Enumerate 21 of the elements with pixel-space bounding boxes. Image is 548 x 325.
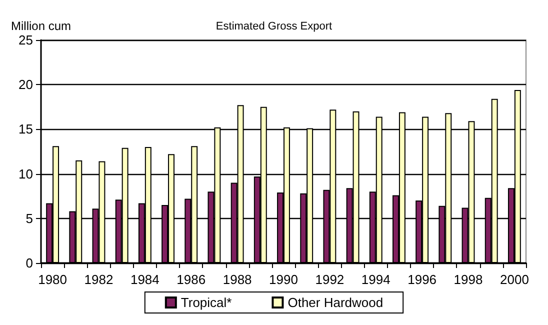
legend-label: Tropical* — [180, 295, 232, 310]
y-tick-label: 20 — [18, 77, 33, 92]
y-tick-label: 15 — [18, 122, 33, 137]
x-tick-label: 1994 — [361, 272, 390, 287]
x-tick-label: 1992 — [315, 272, 344, 287]
x-tick-label: 1998 — [454, 272, 483, 287]
x-tick-label: 1988 — [222, 272, 252, 287]
x-tick-label: 1982 — [84, 272, 114, 287]
y-tick-label: 0 — [26, 256, 33, 270]
legend-label: Other Hardwood — [288, 295, 384, 310]
x-tick-label: 1990 — [269, 272, 298, 287]
chart-title: Estimated Gross Export — [216, 20, 332, 32]
x-tick-label: 1980 — [38, 272, 68, 287]
x-tick-label: 2000 — [500, 272, 529, 287]
x-tick-label: 1986 — [176, 272, 206, 287]
x-tick-label: 1984 — [130, 272, 160, 287]
y-axis-title: Million cum — [11, 19, 72, 33]
y-tick-label: 10 — [18, 166, 33, 182]
x-tick-label: 1996 — [408, 272, 437, 287]
y-tick-label: 25 — [18, 32, 33, 48]
y-tick-label: 5 — [26, 210, 33, 226]
